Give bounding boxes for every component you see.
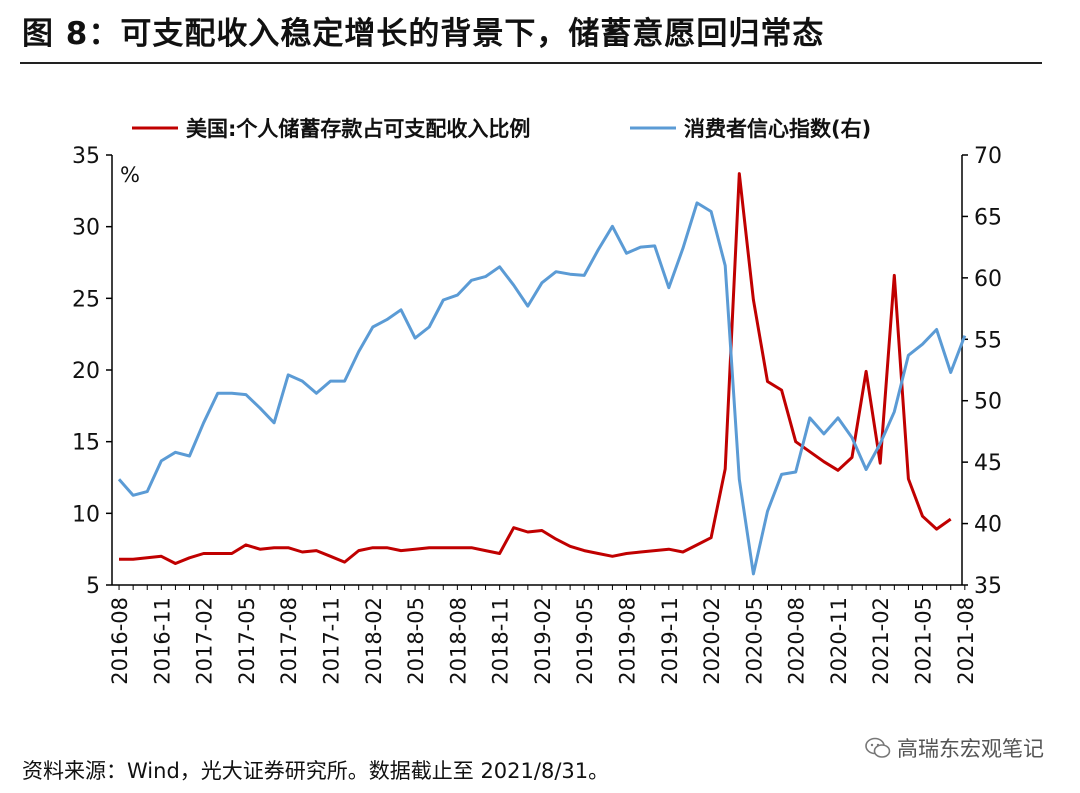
x-tick-label: 2017-08 [277, 597, 301, 685]
dual-axis-line-chart: 美国:个人储蓄存款占可支配收入比例 消费者信心指数(右) % 5 10 15 20 25… [72, 117, 1002, 685]
consumer-confidence-line [117, 201, 967, 576]
x-tick-label: 2016-08 [108, 597, 132, 685]
right-tick-label: 65 [974, 205, 1002, 230]
x-tick-label: 2019-02 [531, 597, 555, 685]
left-tick-label: 35 [72, 144, 100, 169]
watermark: 高瑞东宏观笔记 [865, 733, 1044, 763]
x-tick-label: 2018-05 [404, 597, 428, 685]
x-tick-label: 2018-08 [446, 597, 470, 685]
left-tick-label: 20 [72, 359, 100, 384]
x-tick-label: 2018-02 [362, 597, 386, 685]
right-tick-label: 35 [974, 574, 1002, 599]
right-tick-label: 50 [974, 390, 1002, 415]
source-note: 资料来源：Wind，光大证券研究所。数据截止至 2021/8/31。 [22, 759, 610, 783]
right-tick-label: 60 [974, 267, 1002, 292]
x-tick-label: 2020-05 [742, 597, 766, 685]
x-tick-label: 2021-08 [954, 597, 978, 685]
x-tick-label: 2018-11 [489, 597, 513, 685]
title-rule [20, 62, 1042, 64]
wechat-icon [865, 737, 891, 758]
watermark-text: 高瑞东宏观笔记 [897, 737, 1044, 761]
x-tick-label: 2020-11 [827, 597, 851, 685]
right-tick-label: 45 [974, 451, 1002, 476]
left-tick-label: 30 [72, 216, 100, 241]
left-tick-label: 25 [72, 287, 100, 312]
series-layer [117, 172, 967, 576]
x-tick-label: 2019-11 [658, 597, 682, 685]
x-tick-label: 2019-05 [573, 597, 597, 685]
x-tick-label: 2021-05 [912, 597, 936, 685]
chart-title: 图 8：可支配收入稳定增长的背景下，储蓄意愿回归常态 [22, 16, 825, 52]
right-tick-label: 70 [974, 144, 1002, 169]
legend: 美国:个人储蓄存款占可支配收入比例 消费者信心指数(右) [132, 117, 871, 141]
right-tick-label: 55 [974, 328, 1002, 353]
x-tick-label: 2017-05 [235, 597, 259, 685]
left-tick-label: 15 [72, 431, 100, 456]
right-tick-label: 40 [974, 513, 1002, 538]
left-axis-unit: % [120, 163, 140, 187]
x-tick-label: 2020-08 [785, 597, 809, 685]
x-tick-label: 2019-08 [616, 597, 640, 685]
x-tick-label: 2020-02 [700, 597, 724, 685]
x-tick-label: 2021-02 [869, 597, 893, 685]
savings-rate-line [119, 172, 952, 565]
x-tick-label: 2017-02 [193, 597, 217, 685]
left-tick-label: 10 [72, 502, 100, 527]
axes: 5 10 15 20 25 30 35 35 40 45 50 55 60 65 70 2016-08 2016… [72, 144, 1002, 685]
x-tick-label: 2017-11 [319, 597, 343, 685]
x-tick-label: 2016-11 [150, 597, 174, 685]
left-tick-label: 5 [86, 574, 100, 599]
legend-label-confidence: 消费者信心指数(右) [684, 117, 871, 141]
legend-label-savings: 美国:个人储蓄存款占可支配收入比例 [186, 117, 530, 141]
